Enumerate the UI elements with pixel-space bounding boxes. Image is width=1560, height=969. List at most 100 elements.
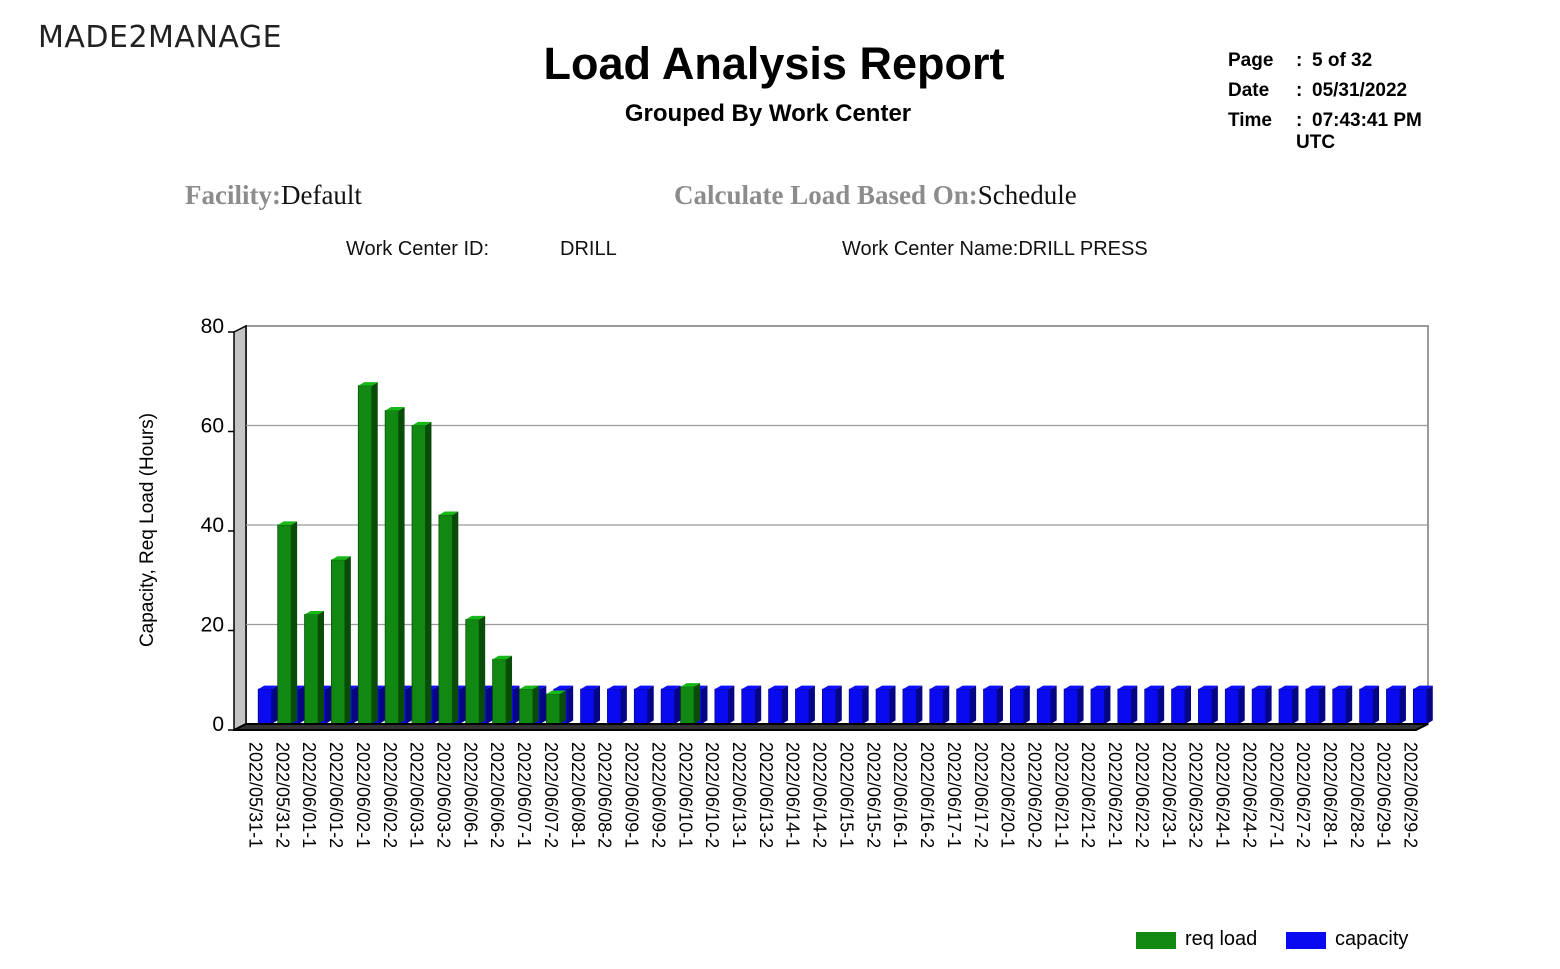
x-tick-label: 2022/06/01-1 bbox=[299, 742, 319, 848]
company-logo: MADE2MANAGE bbox=[38, 20, 283, 55]
bar-capacity bbox=[257, 685, 278, 725]
bar-capacity bbox=[660, 685, 681, 725]
facility-label: Facility: bbox=[185, 180, 281, 210]
bar-capacity bbox=[580, 685, 601, 725]
x-tick-label: 2022/06/08-1 bbox=[568, 742, 588, 848]
legend-capacity-swatch bbox=[1286, 932, 1326, 949]
x-tick-label: 2022/06/10-2 bbox=[702, 742, 722, 848]
time-zone: UTC bbox=[1296, 132, 1336, 153]
bar-req-load bbox=[680, 683, 701, 725]
x-tick-label: 2022/06/03-1 bbox=[407, 742, 427, 848]
bar-capacity bbox=[1305, 685, 1326, 725]
x-tick-label: 2022/06/23-2 bbox=[1186, 742, 1206, 848]
bar-capacity bbox=[1251, 685, 1272, 725]
x-tick-label: 2022/06/29-2 bbox=[1401, 742, 1421, 848]
x-tick-label: 2022/06/22-1 bbox=[1105, 742, 1125, 848]
y-tick-label: 20 bbox=[201, 614, 224, 637]
bar-req-load bbox=[357, 382, 378, 725]
x-tick-label: 2022/06/24-2 bbox=[1239, 742, 1259, 848]
bar-capacity bbox=[714, 685, 735, 725]
time-value: 07:43:41 PM bbox=[1312, 110, 1422, 131]
x-tick-label: 2022/05/31-2 bbox=[272, 742, 292, 848]
x-tick-label: 2022/06/13-2 bbox=[756, 742, 776, 848]
bar-req-load bbox=[545, 690, 566, 725]
bar-capacity bbox=[902, 685, 923, 725]
x-tick-label: 2022/06/01-2 bbox=[326, 742, 346, 848]
bar-req-load bbox=[465, 615, 486, 725]
x-tick-label: 2022/06/07-1 bbox=[514, 742, 534, 848]
bar-capacity bbox=[1278, 685, 1299, 725]
bar-req-load bbox=[384, 406, 405, 725]
x-tick-label: 2022/06/15-1 bbox=[836, 742, 856, 848]
x-tick-label: 2022/06/29-1 bbox=[1374, 742, 1394, 848]
work-center-id-label: Work Center ID: bbox=[346, 238, 489, 260]
bar-req-load bbox=[438, 511, 459, 725]
x-tick-label: 2022/06/28-2 bbox=[1347, 742, 1367, 848]
x-tick-label: 2022/06/20-1 bbox=[998, 742, 1018, 848]
x-tick-label: 2022/06/06-2 bbox=[487, 742, 507, 848]
page-label: Page bbox=[1228, 50, 1274, 71]
bar-req-load bbox=[519, 685, 539, 725]
x-tick-label: 2022/06/09-1 bbox=[622, 742, 642, 848]
facility-param: Facility:Default bbox=[185, 180, 362, 211]
bar-capacity bbox=[1090, 685, 1111, 725]
plot-floor bbox=[233, 723, 1429, 731]
page-separator: : bbox=[1296, 50, 1303, 71]
date-label: Date bbox=[1228, 80, 1270, 101]
x-tick-label: 2022/06/14-2 bbox=[810, 742, 830, 848]
x-tick-label: 2022/06/24-1 bbox=[1213, 742, 1233, 848]
date-value: 05/31/2022 bbox=[1312, 80, 1408, 101]
bar-capacity bbox=[929, 685, 950, 725]
x-tick-label: 2022/06/02-2 bbox=[380, 742, 400, 848]
page-value: 5 of 32 bbox=[1312, 50, 1373, 71]
bar-capacity bbox=[821, 685, 842, 725]
bar-capacity bbox=[1171, 685, 1192, 725]
calc-param: Calculate Load Based On:Schedule bbox=[674, 180, 1077, 211]
x-tick-label: 2022/06/09-2 bbox=[648, 742, 668, 848]
bar-req-load bbox=[304, 610, 324, 725]
work-center-id-value: DRILL bbox=[560, 238, 617, 260]
legend-req-load-swatch bbox=[1136, 932, 1176, 949]
x-tick-label: 2022/06/27-1 bbox=[1266, 742, 1286, 848]
x-tick-label: 2022/06/21-1 bbox=[1051, 742, 1071, 848]
report-subtitle: Grouped By Work Center bbox=[624, 100, 912, 127]
x-tick-label: 2022/06/16-2 bbox=[917, 742, 937, 848]
y-tick-label: 80 bbox=[201, 315, 224, 338]
bar-capacity bbox=[1010, 685, 1030, 725]
bar-capacity bbox=[633, 685, 654, 725]
x-tick-label: 2022/06/07-2 bbox=[541, 742, 561, 848]
work-center-name-value: DRILL PRESS bbox=[1018, 238, 1148, 260]
bar-req-load bbox=[411, 421, 432, 725]
x-tick-label: 2022/06/14-1 bbox=[783, 742, 803, 848]
calc-value: Schedule bbox=[977, 180, 1077, 210]
legend-capacity-label: capacity bbox=[1335, 928, 1409, 950]
bar-capacity bbox=[795, 685, 815, 725]
x-tick-label: 2022/06/17-2 bbox=[971, 742, 991, 848]
x-tick-label: 2022/06/16-1 bbox=[890, 742, 910, 848]
bar-capacity bbox=[1359, 685, 1380, 725]
time-label: Time bbox=[1228, 110, 1273, 131]
date-separator: : bbox=[1296, 80, 1303, 101]
x-tick-label: 2022/06/23-1 bbox=[1159, 742, 1179, 848]
x-tick-label: 2022/06/22-2 bbox=[1132, 742, 1152, 848]
x-tick-label: 2022/06/17-1 bbox=[944, 742, 964, 848]
bar-capacity bbox=[1386, 685, 1406, 725]
time-separator: : bbox=[1296, 110, 1303, 131]
bar-req-load bbox=[492, 655, 513, 725]
bar-capacity bbox=[1063, 685, 1084, 725]
bar-capacity bbox=[1332, 685, 1353, 725]
x-tick-label: 2022/06/10-1 bbox=[675, 742, 695, 848]
x-tick-label: 2022/06/21-2 bbox=[1078, 742, 1098, 848]
work-center-name-label: Work Center Name: bbox=[842, 238, 1019, 260]
x-tick-label: 2022/06/27-2 bbox=[1293, 742, 1313, 848]
x-tick-label: 2022/06/02-1 bbox=[353, 742, 373, 848]
bar-req-load bbox=[331, 556, 351, 725]
x-tick-label: 2022/06/08-2 bbox=[595, 742, 615, 848]
x-tick-label: 2022/06/03-2 bbox=[433, 742, 453, 848]
bar-capacity bbox=[607, 685, 627, 725]
x-tick-label: 2022/06/13-1 bbox=[729, 742, 749, 848]
bar-capacity bbox=[1144, 685, 1165, 725]
x-tick-label: 2022/06/20-2 bbox=[1024, 742, 1044, 848]
x-tick-label: 2022/06/28-1 bbox=[1320, 742, 1340, 848]
y-axis-label: Capacity, Req Load (Hours) bbox=[137, 413, 158, 647]
